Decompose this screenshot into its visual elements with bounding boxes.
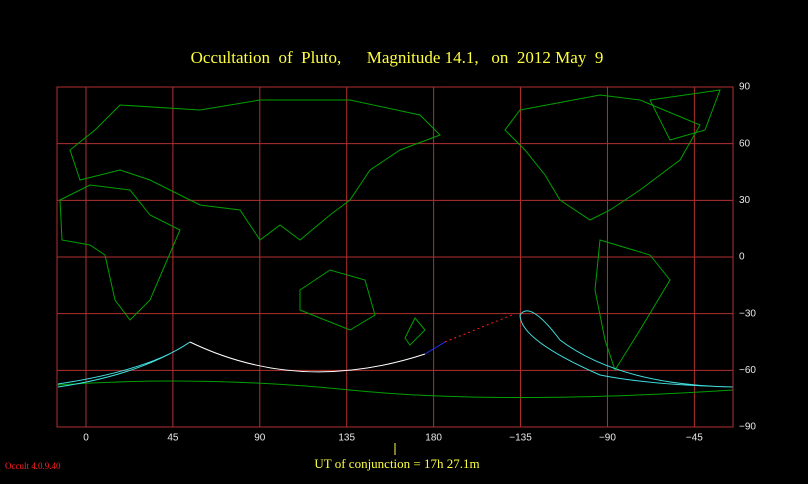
x-tick-label: −45: [686, 433, 703, 444]
x-tick-label: −90: [599, 433, 616, 444]
x-tick-label: 135: [338, 433, 355, 444]
south-america: [594, 239, 671, 372]
central-line-dusk: [424, 341, 446, 355]
new-zealand: [404, 317, 426, 346]
antarctica: [56, 380, 734, 398]
y-tick-label: −30: [739, 308, 756, 319]
title: Occultation of Pluto, Magnitude 14.1, on…: [191, 48, 604, 67]
eurasia: [69, 99, 441, 241]
y-tick-label: −60: [739, 365, 756, 376]
coastlines: [56, 89, 734, 398]
y-tick-label: 90: [739, 82, 751, 93]
x-tick-label: 90: [254, 433, 266, 444]
australia: [299, 269, 376, 331]
x-tick-label: 45: [167, 433, 179, 444]
y-tick-label: 60: [739, 138, 751, 149]
y-tick-label: 0: [739, 252, 745, 263]
version-label: Occult 4.0.9.40: [5, 461, 61, 471]
central-line-night: [444, 314, 513, 343]
conjunction-time: UT of conjunction = 17h 27.1m: [314, 456, 479, 471]
y-tick-label: 30: [739, 195, 751, 206]
map-frame: [56, 86, 734, 428]
x-tick-label: 0: [83, 433, 89, 444]
central-line: [189, 341, 426, 373]
greenland: [649, 89, 721, 141]
africa: [59, 184, 181, 321]
north-america: [504, 94, 701, 221]
y-tick-label: −90: [739, 422, 756, 433]
x-tick-label: −135: [509, 433, 532, 444]
x-tick-label: 180: [425, 433, 442, 444]
